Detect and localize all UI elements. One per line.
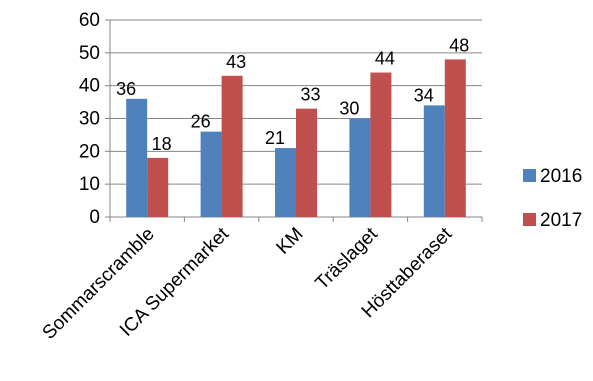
y-tick-label: 20	[79, 141, 100, 162]
y-tick-label: 60	[79, 10, 100, 31]
bar-2016-4	[423, 105, 445, 217]
x-tick-label: Träslaget	[312, 223, 383, 294]
bar-2016-3	[349, 118, 371, 217]
bar-2017-1	[221, 75, 243, 217]
data-label: 48	[449, 35, 469, 55]
y-tick-labels: 0 10 20 30 40 50 60	[79, 10, 100, 228]
data-label: 43	[226, 52, 246, 72]
data-label: 34	[414, 85, 434, 105]
data-label: 44	[375, 49, 395, 69]
data-label: 21	[265, 128, 285, 148]
bar-2016-0	[126, 98, 148, 217]
data-label: 36	[116, 79, 136, 99]
bar-2017-4	[444, 59, 466, 218]
bar-2016-1	[200, 131, 222, 217]
bars	[126, 59, 466, 218]
legend: 2016 2017	[523, 166, 582, 231]
x-tick-label: KM	[273, 224, 308, 259]
legend-label: 2017	[540, 210, 582, 231]
y-tick-label: 0	[89, 207, 100, 228]
legend-swatch	[523, 169, 536, 182]
y-tick-label: 50	[79, 43, 100, 64]
bar-2016-2	[275, 148, 296, 217]
bar-2017-0	[147, 157, 169, 217]
data-label: 33	[300, 85, 320, 105]
data-label: 30	[339, 99, 359, 119]
data-label: 26	[191, 112, 211, 132]
legend-label: 2016	[540, 166, 582, 187]
bar-2017-2	[296, 108, 317, 217]
bar-2017-3	[370, 72, 392, 218]
y-tick-label: 30	[79, 109, 100, 130]
y-tick-label: 40	[79, 76, 100, 97]
data-labels: 36 18 26 43 21 33 30 44 34 48	[116, 35, 469, 153]
legend-swatch	[523, 213, 536, 226]
y-tick-label: 10	[79, 174, 100, 195]
data-label: 18	[152, 134, 172, 154]
